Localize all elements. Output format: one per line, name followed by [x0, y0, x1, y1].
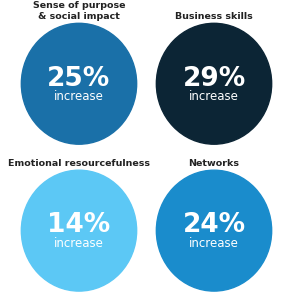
Ellipse shape [21, 170, 137, 291]
Text: 14%: 14% [47, 212, 111, 238]
Text: 25%: 25% [47, 66, 111, 92]
Text: increase: increase [189, 237, 239, 250]
Text: increase: increase [54, 237, 104, 250]
Ellipse shape [21, 23, 137, 144]
Text: increase: increase [189, 90, 239, 103]
Text: 24%: 24% [183, 212, 246, 238]
Ellipse shape [156, 170, 272, 291]
Ellipse shape [156, 23, 272, 144]
Text: increase: increase [54, 90, 104, 103]
Text: Sense of purpose
& social impact: Sense of purpose & social impact [33, 1, 125, 21]
Text: 29%: 29% [182, 66, 246, 92]
Text: Emotional resourcefulness: Emotional resourcefulness [8, 159, 150, 168]
Text: Business skills: Business skills [175, 12, 253, 21]
Text: Networks: Networks [188, 159, 239, 168]
